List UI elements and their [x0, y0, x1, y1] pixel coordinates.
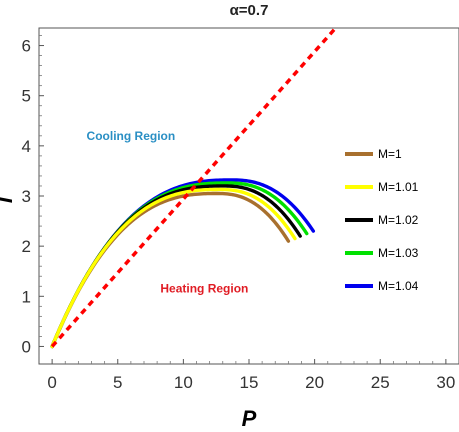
- y-tick-label: 6: [22, 37, 31, 56]
- x-tick-label: 25: [371, 373, 390, 392]
- region-label: Heating Region: [160, 281, 248, 295]
- y-tick-label: 0: [22, 337, 31, 356]
- legend-label: M=1: [378, 147, 402, 161]
- x-tick-label: 15: [240, 373, 259, 392]
- legend-label: M=1.04: [378, 279, 419, 293]
- y-tick-label: 1: [22, 287, 31, 306]
- inversion-line: [50, 26, 337, 348]
- legend-label: M=1.01: [378, 180, 419, 194]
- x-tick-label: 5: [113, 373, 122, 392]
- x-tick-label: 0: [47, 373, 56, 392]
- x-tick-label: 20: [305, 373, 324, 392]
- x-tick-label: 30: [436, 373, 455, 392]
- x-tick-label: 10: [174, 373, 193, 392]
- y-tick-label: 5: [22, 87, 31, 106]
- y-tick-label: 4: [22, 137, 31, 156]
- y-axis-label: T: [0, 192, 17, 207]
- x-axis-label: P: [242, 406, 257, 431]
- series-line-m-1-01: [50, 187, 297, 349]
- legend-label: M=1.03: [378, 246, 419, 260]
- chart-title: α=0.7: [230, 2, 269, 19]
- legend-label: M=1.02: [378, 213, 419, 227]
- y-tick-label: 3: [22, 187, 31, 206]
- region-label: Cooling Region: [87, 129, 176, 143]
- y-tick-label: 2: [22, 237, 31, 256]
